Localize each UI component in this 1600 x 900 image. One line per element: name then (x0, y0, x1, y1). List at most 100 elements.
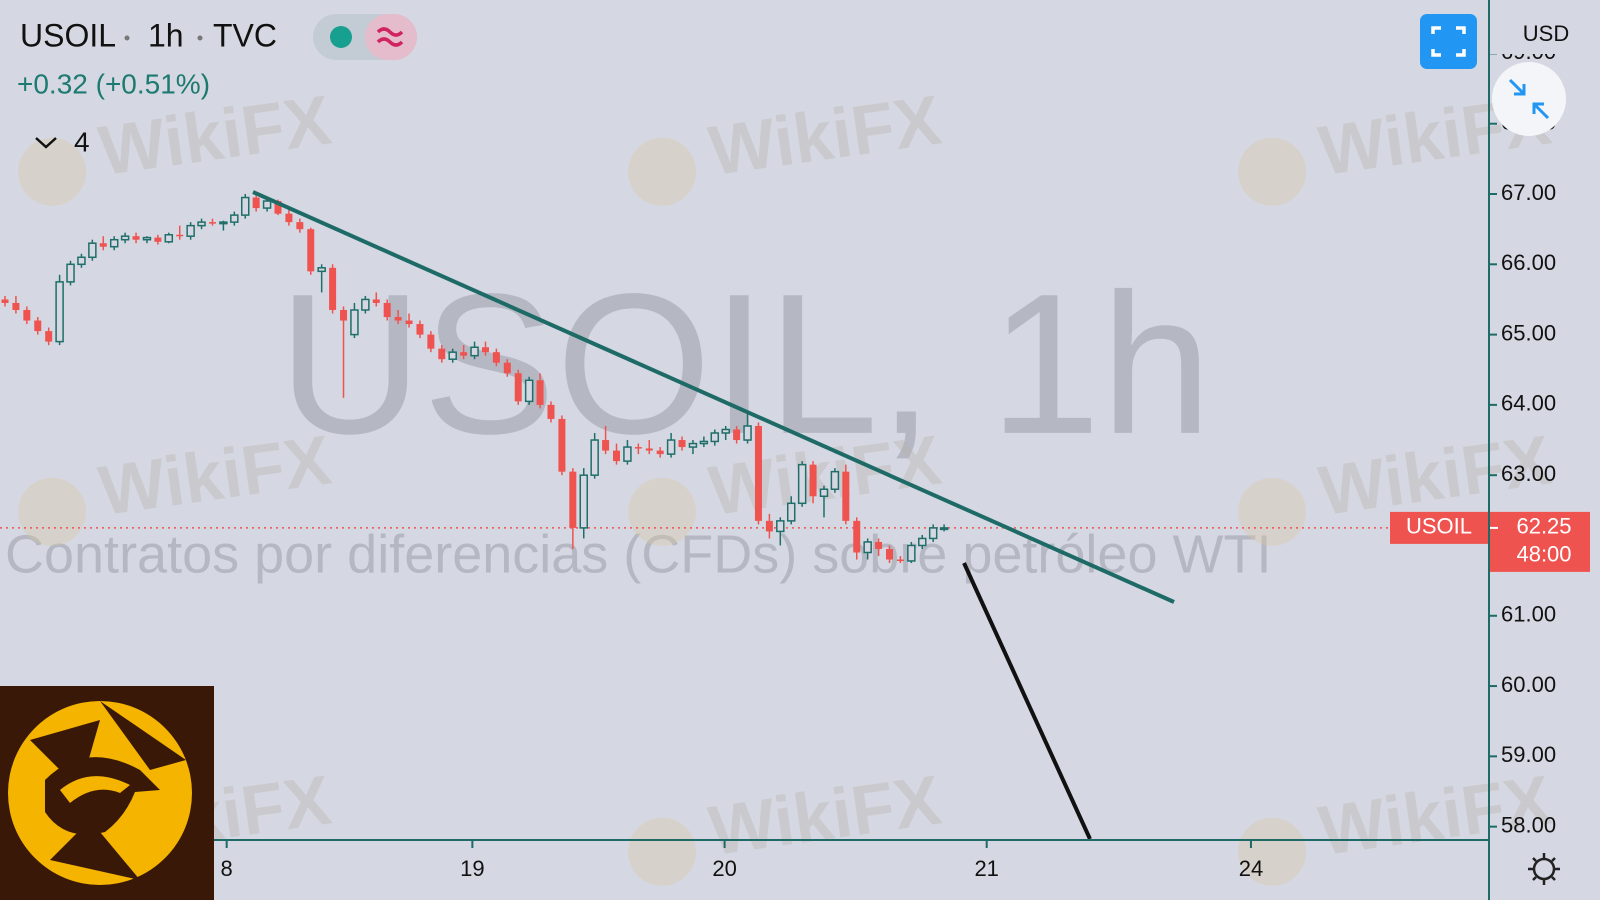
y-tick-label: 58.00 (1501, 812, 1556, 837)
candle-body (296, 222, 304, 230)
y-tick-label: 65.00 (1501, 320, 1556, 345)
symbol-watermark: USOIL, 1h (278, 253, 1212, 476)
candle-body (438, 348, 446, 360)
candle-body (558, 418, 566, 472)
candle-body (186, 224, 195, 237)
candle-body (120, 235, 130, 241)
candle-body (142, 236, 152, 241)
candle-body (688, 442, 698, 448)
candle-body (776, 520, 785, 533)
candle-body (797, 463, 807, 505)
fullscreen-button[interactable] (1420, 14, 1477, 69)
candle-body (394, 317, 402, 321)
candle-body (361, 298, 370, 311)
candle-body (754, 425, 762, 521)
candle-body (307, 229, 315, 272)
candle-body (164, 234, 174, 243)
candle-body (907, 544, 916, 562)
symbol-tag-label: USOIL (1406, 514, 1472, 539)
candle-body (678, 440, 686, 448)
candle-body (317, 267, 326, 273)
candle-body (132, 236, 140, 240)
candle-body (613, 450, 621, 462)
x-tick-label: 19 (460, 856, 484, 881)
candle-body (830, 470, 840, 490)
candle-body (329, 267, 337, 310)
candle-body (743, 425, 752, 441)
candle-body (383, 302, 391, 318)
candle-body (23, 309, 31, 321)
candle-body (274, 201, 282, 214)
y-tick-label: 67.00 (1501, 180, 1556, 205)
candle-body (77, 256, 86, 266)
currency: USD (1523, 21, 1569, 46)
settings-icon[interactable] (1532, 857, 1556, 881)
y-tick-label: 61.00 (1501, 602, 1556, 627)
symbol: USOIL (20, 17, 116, 53)
candle-body (853, 520, 861, 553)
plot (0, 194, 1489, 564)
candle-body (154, 237, 162, 242)
candle-body (863, 541, 872, 554)
brand-watermark-logo (18, 137, 87, 206)
candle-body (699, 440, 709, 445)
candle-body (710, 432, 720, 443)
collapse-chevron[interactable] (35, 137, 57, 149)
interval: 1h (148, 17, 184, 53)
candle-body (109, 238, 119, 248)
candle-body (470, 346, 479, 357)
candle-body (197, 221, 206, 227)
indicator-count[interactable]: 4 (74, 126, 90, 157)
separator (197, 35, 203, 41)
candle-body (492, 352, 500, 363)
axes: 58.0059.0060.0061.0062.0063.0064.0065.00… (221, 39, 1557, 881)
brand-watermark-logo (628, 137, 697, 206)
candle-body (503, 362, 511, 374)
y-tick-label: 63.00 (1501, 461, 1556, 486)
candle-body (514, 373, 522, 402)
minimize-button[interactable] (1492, 62, 1566, 136)
logo-cutouts (30, 701, 186, 880)
brand-watermark-logo (628, 817, 697, 886)
candle-body (416, 324, 424, 335)
separator (124, 35, 130, 41)
candle-body (666, 439, 676, 455)
candle-body (623, 446, 632, 462)
candle-body (176, 234, 184, 237)
candle-body (427, 334, 435, 349)
fullscreen-icon (1431, 26, 1466, 57)
candle-body (88, 242, 97, 259)
logo-eagle (45, 757, 160, 835)
minimize-icon (1508, 78, 1550, 120)
price-change: +0.32 (+0.51%) (17, 68, 210, 99)
candle-body (547, 404, 555, 419)
symbol-tag (1390, 511, 1488, 544)
candle-body (634, 447, 642, 449)
candle-body (12, 302, 20, 310)
candle-body (602, 440, 610, 451)
settings-teeth (1528, 853, 1560, 885)
x-tick-label: 8 (221, 856, 233, 881)
candle-body (524, 379, 534, 403)
candle-body (219, 221, 228, 225)
candle-body (721, 428, 730, 434)
candle-body (819, 488, 829, 498)
candle-body (285, 213, 293, 223)
candle-body (252, 197, 260, 209)
candle-body (340, 309, 348, 321)
candle-body (590, 439, 599, 476)
brand-watermark-logo (1238, 817, 1307, 886)
countdown-label: 48:00 (1516, 542, 1571, 567)
brand-watermark-logo (18, 477, 87, 546)
trend-line (252, 190, 1175, 604)
logo-eagle-detail (60, 776, 130, 803)
x-tick-label: 20 (712, 856, 736, 881)
candle-body (809, 464, 817, 497)
projection-line (962, 562, 1092, 840)
candle-body (66, 263, 75, 283)
candle-body (448, 351, 457, 360)
candle-body (875, 541, 883, 549)
candle-body (350, 309, 359, 336)
